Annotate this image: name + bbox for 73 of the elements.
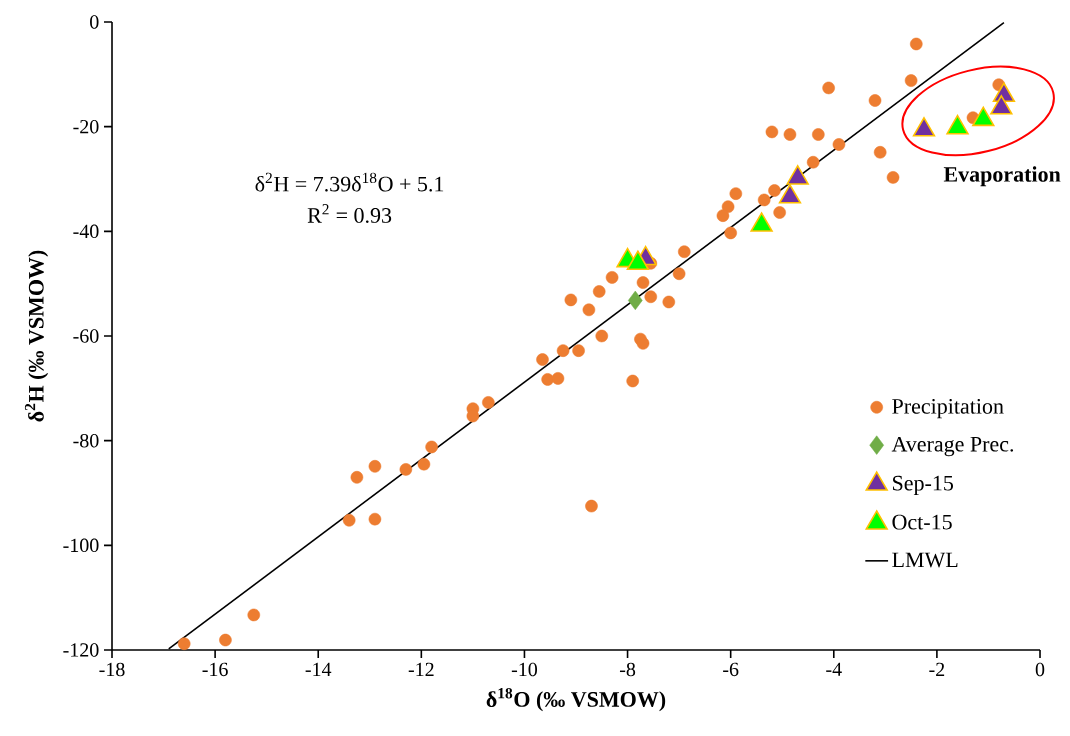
point [822, 81, 835, 95]
x-tick-label: -10 [511, 662, 538, 677]
x-tick-label: -18 [99, 662, 125, 677]
point [342, 513, 356, 527]
point [768, 184, 781, 197]
point [417, 457, 431, 471]
point [626, 374, 639, 388]
y-tick-label: -80 [73, 433, 99, 448]
point [582, 303, 596, 317]
annotation: δ$^{2}$H = 7.39δ$^{18}$O + 5.1 [255, 172, 444, 192]
y-tick-label: -100 [63, 538, 99, 553]
x-tick-label: -8 [619, 662, 636, 677]
y-tick-label: 0 [90, 15, 99, 29]
point [757, 193, 771, 207]
point [350, 471, 364, 484]
point [765, 125, 779, 139]
point [247, 608, 261, 622]
point [636, 276, 650, 289]
point [678, 245, 691, 259]
point [482, 396, 495, 409]
x-tick-label: -4 [826, 662, 842, 676]
annotation: R$^{2}$ = 0.93 [307, 204, 392, 223]
point [595, 329, 609, 343]
point [368, 512, 382, 526]
y-tick-label: -20 [73, 119, 99, 134]
point [368, 460, 382, 473]
x-tick-label: -2 [929, 662, 945, 676]
point [806, 155, 820, 169]
point [556, 344, 570, 357]
point [773, 206, 786, 219]
x-tick-label: -12 [408, 662, 434, 676]
point [783, 128, 797, 141]
x-tick-label: -16 [202, 662, 228, 677]
legend-label: Oct-15 [892, 514, 952, 530]
legend-label: Average Prec. [891, 436, 1014, 457]
point [904, 74, 918, 87]
point [716, 209, 730, 222]
point [219, 633, 232, 647]
point [585, 499, 598, 513]
point [886, 171, 900, 184]
point [399, 463, 413, 476]
point [425, 440, 438, 454]
point [662, 295, 676, 309]
point [672, 267, 686, 280]
point [536, 353, 549, 366]
point [812, 128, 825, 141]
y-tick-label: -60 [73, 329, 99, 343]
point [572, 344, 585, 357]
annotation: Evaporation [943, 166, 1061, 187]
point [868, 94, 882, 107]
point [551, 372, 565, 385]
point [564, 293, 578, 307]
point [873, 146, 887, 159]
point [605, 271, 619, 284]
x-tick-label: 0 [1035, 662, 1045, 677]
legend-label: LMWL [892, 552, 958, 568]
point [592, 285, 606, 298]
y-tick-label: -40 [73, 224, 99, 239]
point [177, 637, 191, 650]
y-tick-label: -120 [63, 643, 99, 657]
point [628, 290, 643, 311]
x-axis-title: δ$^{18}$O (‰ VSMOW) [486, 688, 666, 712]
legend-label: Precipitation [892, 398, 1004, 419]
legend-label: Sep-15 [893, 475, 954, 496]
point [636, 337, 650, 350]
point [729, 187, 743, 200]
y-axis-title: δ$^{2}$H (‰ VSMOW) [24, 250, 49, 422]
point [724, 226, 737, 240]
point [644, 290, 658, 304]
x-tick-label: -14 [305, 662, 332, 676]
point [910, 37, 923, 51]
point [832, 138, 846, 151]
x-tick-label: -6 [723, 662, 739, 677]
